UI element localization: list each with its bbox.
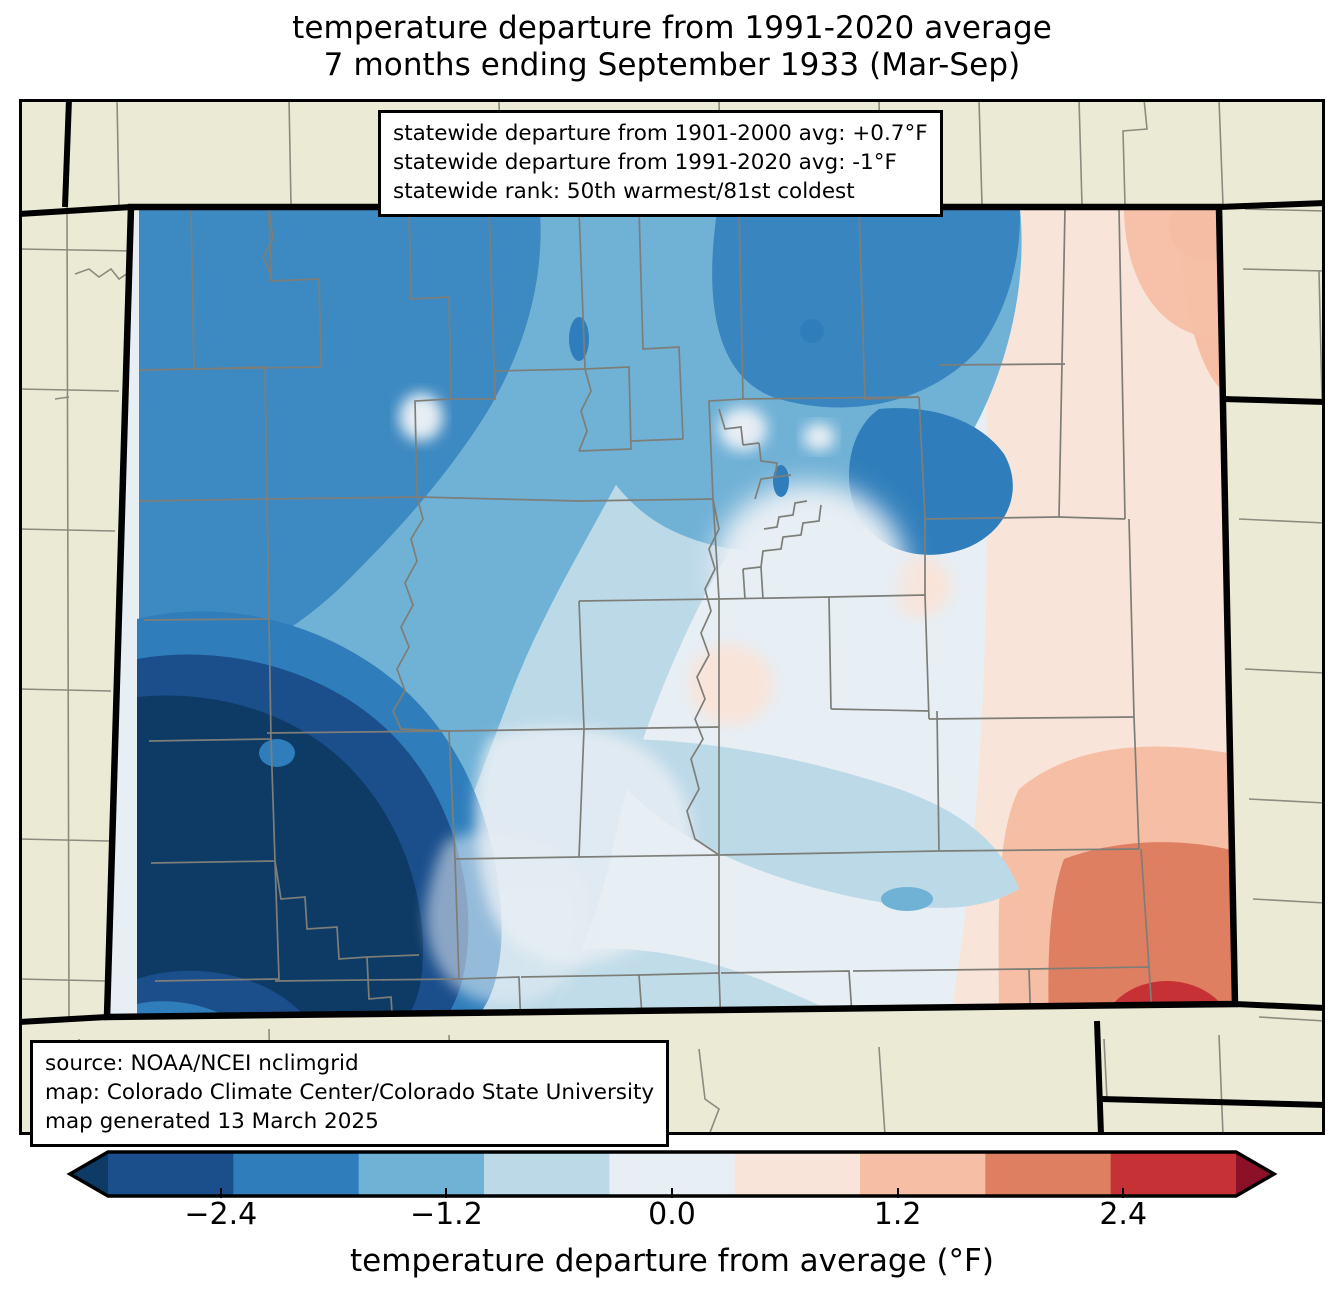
colorbar-tick-mark — [445, 1188, 448, 1198]
colorbar-axis-label: temperature departure from average (°F) — [350, 1243, 994, 1279]
colorbar-outline — [66, 1150, 1278, 1198]
colorbar-band — [233, 1152, 360, 1196]
colorbar — [0, 1146, 1344, 1202]
temperature-departure-field — [107, 207, 1235, 1017]
colorbar-segments — [70, 1152, 1274, 1196]
stats-line-3: statewide rank: 50th warmest/81st coldes… — [393, 178, 855, 204]
stats-line-1: statewide departure from 1901-2000 avg: … — [393, 121, 928, 146]
colorado-choropleth-map — [19, 99, 1325, 1135]
colorbar-tick: 0.0 — [648, 1197, 696, 1232]
source-line-2: map: Colorado Climate Center/Colorado St… — [45, 1079, 655, 1105]
colorbar-tick: 2.4 — [1099, 1197, 1148, 1232]
source-line-1: source: NOAA/NCEI nclimgrid — [45, 1051, 359, 1076]
colorbar-band — [860, 1152, 986, 1196]
colorbar-band — [985, 1152, 1112, 1196]
source-line-3: map generated 13 March 2025 — [45, 1108, 379, 1134]
colorbar-tick-mark — [671, 1188, 673, 1198]
title-line-1: temperature departure from 1991-2020 ave… — [292, 10, 1052, 46]
colorbar-tick: 1.2 — [873, 1197, 922, 1232]
colorbar-tick-mark — [219, 1188, 222, 1198]
colorbar-band — [358, 1152, 485, 1196]
statewide-stats-box: statewide departure from 1901-2000 avg: … — [378, 110, 943, 218]
colorbar-extend-high — [1236, 1152, 1274, 1196]
colorbar-extend-low — [70, 1152, 108, 1196]
colorbar-tick-labels: −2.4 −1.2 0.0 1.2 2.4 — [0, 1188, 1344, 1243]
title-line-2: 7 months ending September 1933 (Mar-Sep) — [323, 46, 1021, 83]
colorbar-band — [1110, 1152, 1237, 1196]
colorbar-tick-mark — [1122, 1188, 1125, 1198]
neighbor-state-borders — [19, 99, 1325, 1135]
colorbar-tick-mark — [896, 1188, 899, 1198]
source-credits-box: source: NOAA/NCEI nclimgrid map: Colorad… — [30, 1040, 670, 1148]
colorbar-tick: −1.2 — [409, 1197, 483, 1232]
map-frame — [19, 99, 1325, 1135]
colorado-county-lines — [138, 208, 1154, 1017]
map-panel — [19, 99, 1325, 1135]
colorbar-band — [734, 1152, 861, 1196]
colorbar-band — [484, 1152, 610, 1196]
colorbar-tick: −2.4 — [184, 1197, 258, 1232]
colorbar-band — [108, 1152, 234, 1196]
page-title: temperature departure from 1991-2020 ave… — [0, 10, 1344, 83]
stats-line-2: statewide departure from 1991-2020 avg: … — [393, 149, 897, 175]
